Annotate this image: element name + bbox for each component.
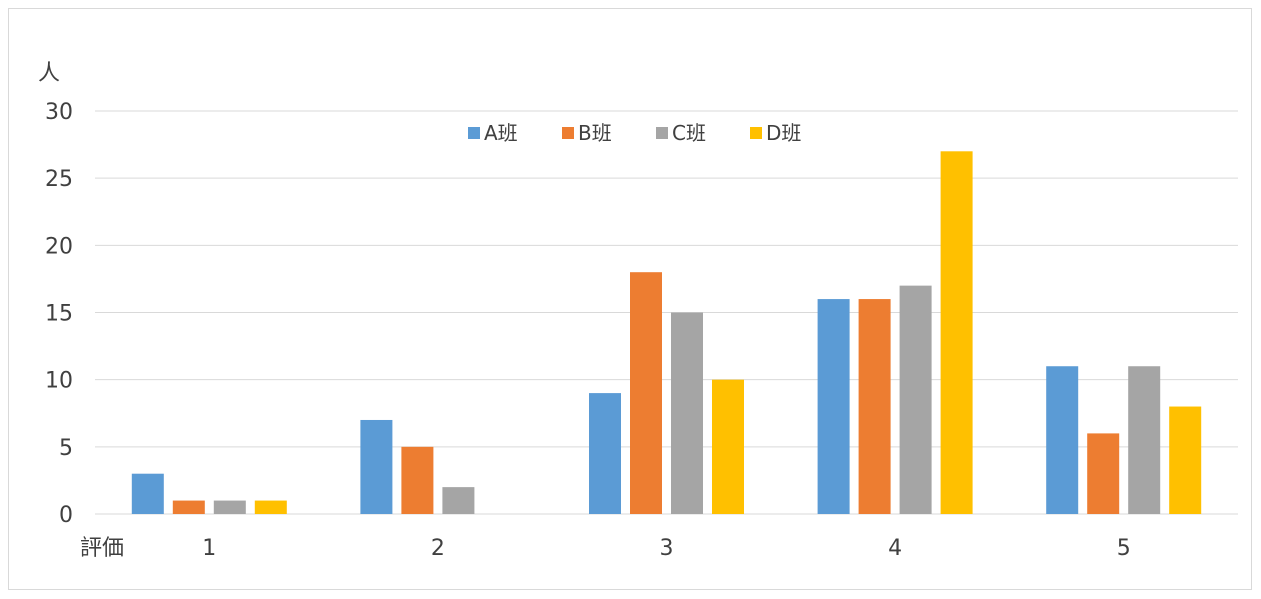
bar-C班-1: [213, 500, 246, 514]
legend-label: A班: [484, 121, 518, 145]
bar-A班-3: [589, 393, 621, 514]
bar-A班-5: [1046, 366, 1079, 514]
bar-D班-4: [940, 151, 973, 515]
y-tick-label: 5: [59, 436, 73, 461]
legend-label: B班: [578, 121, 612, 145]
bar-D班-5: [1169, 406, 1202, 514]
legend-label: D班: [766, 121, 801, 145]
bar-C班-2: [442, 487, 475, 514]
x-tick-label: 5: [1117, 536, 1131, 561]
y-tick-label: 20: [45, 234, 73, 259]
y-tick-label: 25: [45, 167, 73, 192]
bar-C班-4: [899, 285, 932, 514]
x-tick-label: 2: [431, 536, 445, 561]
bars: [131, 151, 1202, 515]
bar-B班-3: [630, 272, 662, 514]
legend-swatch: [468, 127, 480, 139]
x-axis-label: 評価: [80, 536, 124, 561]
x-tick-label: 4: [888, 536, 902, 561]
legend-label: C班: [672, 121, 706, 145]
bar-B班-2: [401, 446, 434, 514]
bar-D班-1: [254, 500, 287, 514]
bar-A班-2: [360, 419, 393, 514]
y-tick-label: 15: [45, 302, 73, 327]
y-axis-ticks: 0 5 10 15 20 25 30: [45, 100, 73, 528]
y-axis-label: 人: [38, 61, 60, 86]
legend-swatch: [750, 127, 762, 139]
y-tick-label: 0: [59, 503, 73, 528]
bar-C班-5: [1128, 366, 1161, 514]
legend-swatch: [562, 127, 574, 139]
bar-C班-3: [671, 312, 703, 514]
x-axis-ticks: 1 2 3 4 5: [202, 536, 1130, 561]
legend: A班 B班 C班 D班: [468, 121, 801, 145]
bar-B班-4: [858, 299, 891, 514]
legend-swatch: [656, 127, 668, 139]
bar-B班-1: [172, 500, 205, 514]
bar-B班-5: [1087, 433, 1120, 514]
bar-A班-1: [131, 473, 164, 514]
x-tick-label: 1: [202, 536, 216, 561]
y-tick-label: 30: [45, 100, 73, 125]
x-tick-label: 3: [660, 536, 674, 561]
bar-A班-4: [817, 299, 850, 514]
y-tick-label: 10: [45, 369, 73, 394]
bar-D班-3: [712, 379, 744, 514]
